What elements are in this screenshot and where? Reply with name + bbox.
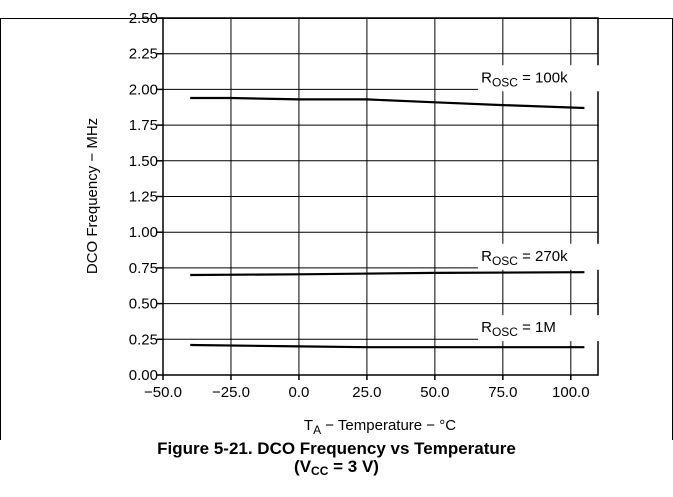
y-tick-label: 1.25 bbox=[129, 189, 158, 206]
series-label-2: ROSC = 1M bbox=[481, 319, 556, 339]
y-tick-label: 1.75 bbox=[129, 117, 158, 134]
series-label-1: ROSC = 270k bbox=[481, 248, 568, 268]
dco-frequency-chart: 0.00 0.25 0.50 0.75 1.00 1.25 1.50 1.75 2.00 2.25… bbox=[0, 10, 673, 440]
x-tick-label: −50.0 bbox=[144, 384, 182, 401]
x-axis-title: TA − Temperature − °C bbox=[304, 417, 456, 437]
x-tick-label: 100.0 bbox=[552, 384, 590, 401]
y-tick-label: 1.00 bbox=[129, 224, 158, 241]
figure-caption-condition: (VCC = 3 V) bbox=[294, 457, 379, 478]
series-label-bg bbox=[478, 65, 619, 92]
x-tick-label: 25.0 bbox=[352, 384, 381, 401]
y-axis-title: DCO Frequency − MHz bbox=[84, 118, 101, 274]
figure-caption-title: Figure 5-21. DCO Frequency vs Temperatur… bbox=[157, 439, 516, 458]
x-tick-label: 50.0 bbox=[420, 384, 449, 401]
y-tick-label: 2.25 bbox=[129, 46, 158, 63]
y-tick-label: 0.50 bbox=[129, 296, 158, 313]
x-tick-label: −25.0 bbox=[212, 384, 250, 401]
grid bbox=[163, 18, 598, 375]
y-tick-label: 0.25 bbox=[129, 331, 158, 348]
x-axis-ticks: −50.0 −25.0 0.0 25.0 50.0 75.0 100.0 bbox=[144, 375, 590, 401]
series-label-bg bbox=[478, 243, 619, 270]
series-line-2 bbox=[190, 343, 585, 349]
x-tick-label: 0.0 bbox=[289, 384, 310, 401]
series-label-bg bbox=[478, 315, 619, 342]
series-label-0: ROSC = 100k bbox=[481, 69, 568, 89]
y-tick-label: 1.50 bbox=[129, 153, 158, 170]
y-tick-label: 0.75 bbox=[129, 260, 158, 277]
x-tick-label: 75.0 bbox=[488, 384, 517, 401]
series-labels: ROSC = 100k ROSC = 270k ROSC = 1M bbox=[478, 65, 619, 342]
y-tick-label: 0.00 bbox=[129, 367, 158, 384]
y-axis-ticks: 0.00 0.25 0.50 0.75 1.00 1.25 1.50 1.75 2.00 2.25… bbox=[129, 10, 163, 384]
y-tick-label: 2.50 bbox=[129, 10, 158, 27]
series-line-1 bbox=[190, 271, 585, 277]
y-tick-label: 2.00 bbox=[129, 81, 158, 98]
series-lines bbox=[190, 96, 585, 349]
series-line-0 bbox=[190, 96, 585, 110]
